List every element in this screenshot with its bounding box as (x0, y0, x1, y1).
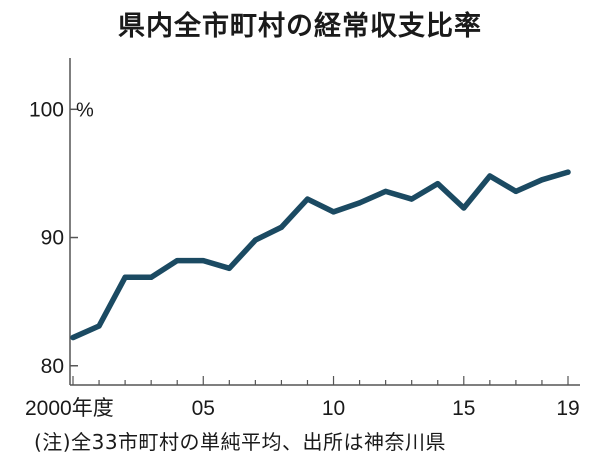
y-axis-unit-label: % (76, 99, 94, 121)
data-point (330, 209, 337, 215)
source-note: (注)全33市町村の単純平均、出所は神奈川県 (34, 430, 447, 454)
data-point (461, 205, 467, 211)
y-axis: 80 90 100% (29, 58, 94, 385)
chart-title: 県内全市町村の経常収支比率 (118, 11, 482, 42)
x-tick-label: 2000年度 (25, 397, 114, 420)
y-tick-label: 90 (41, 227, 64, 250)
data-point (200, 258, 206, 264)
data-point (565, 169, 571, 175)
data-point (356, 200, 363, 206)
x-tick-label: 05 (192, 397, 215, 420)
data-point (252, 237, 258, 243)
x-tick-label: 15 (452, 397, 475, 420)
data-point (122, 274, 128, 280)
series-group (70, 169, 571, 341)
data-point (96, 323, 102, 329)
y-tick-label: 80 (41, 355, 64, 378)
data-point (539, 177, 545, 183)
data-point (513, 188, 519, 194)
x-tick-label: 19 (556, 397, 579, 420)
data-point (383, 188, 389, 194)
data-point (304, 196, 311, 202)
data-point (278, 224, 285, 230)
data-point (487, 173, 493, 179)
data-point (148, 274, 154, 280)
x-tick-label: 10 (322, 397, 345, 420)
series-line (70, 169, 571, 341)
data-point (409, 196, 415, 202)
x-axis: 2000年度 05 10 15 19 (25, 376, 580, 420)
y-tick-label: 100 (29, 98, 64, 121)
data-point (174, 258, 180, 264)
data-point (226, 265, 232, 271)
data-point (70, 334, 76, 341)
data-point (435, 181, 441, 187)
